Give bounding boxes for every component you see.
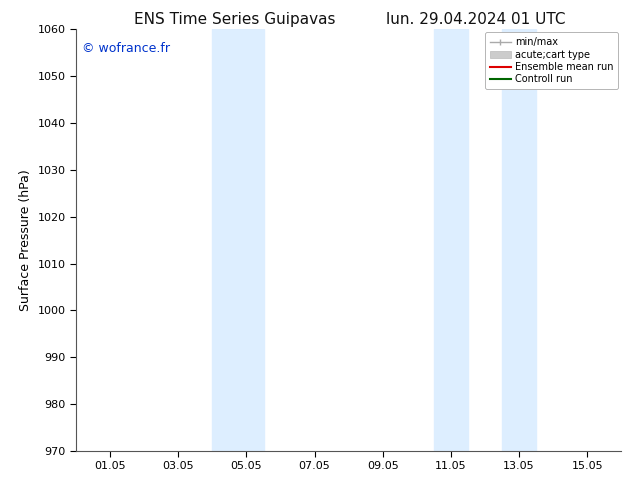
Text: ENS Time Series Guipavas: ENS Time Series Guipavas <box>134 12 335 27</box>
Text: © wofrance.fr: © wofrance.fr <box>82 42 169 55</box>
Y-axis label: Surface Pressure (hPa): Surface Pressure (hPa) <box>19 169 32 311</box>
Bar <box>434 29 468 451</box>
Bar <box>502 29 536 451</box>
Text: lun. 29.04.2024 01 UTC: lun. 29.04.2024 01 UTC <box>385 12 566 27</box>
Legend: min/max, acute;cart type, Ensemble mean run, Controll run: min/max, acute;cart type, Ensemble mean … <box>485 32 618 89</box>
Bar <box>212 29 264 451</box>
